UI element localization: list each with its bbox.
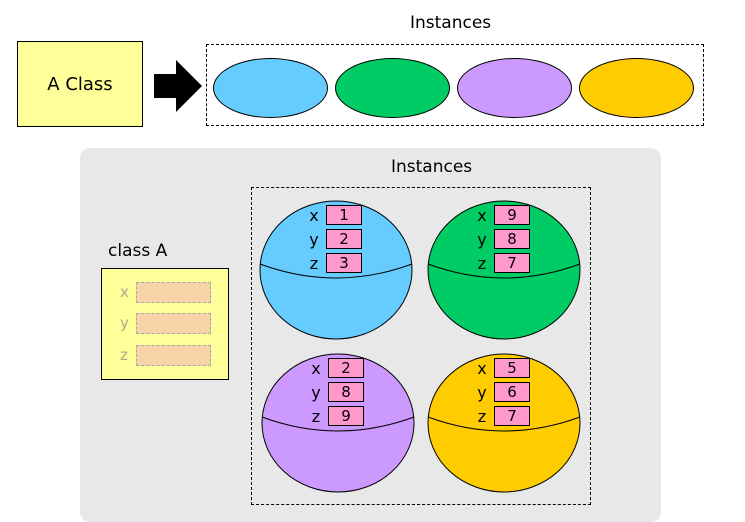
var-name: y [477, 382, 487, 402]
field-slot [136, 312, 211, 334]
a-class-label: A Class [47, 73, 113, 95]
top-instances-title: Instances [410, 13, 492, 33]
class-field-x: x [120, 281, 211, 303]
instance-oval-green [335, 58, 450, 118]
var-value: 8 [494, 229, 530, 249]
var-name: x [477, 358, 487, 378]
var-name: y [477, 229, 487, 249]
var-name: x [311, 358, 321, 378]
bottom-instances-box [251, 187, 591, 505]
class-a-box: x y z [101, 268, 229, 380]
field-slot [136, 281, 211, 303]
var-value: 3 [326, 253, 362, 273]
a-class-box: A Class [17, 41, 143, 127]
top-instances-box [206, 44, 704, 126]
var-name: x [309, 205, 319, 225]
field-name: y [120, 314, 129, 332]
right-arrow-icon [154, 60, 202, 112]
var-value: 9 [328, 406, 364, 426]
instance-oval-purple [457, 58, 572, 118]
field-name: x [120, 283, 129, 301]
class-field-y: y [120, 312, 211, 334]
var-name: x [477, 205, 487, 225]
var-name: z [477, 406, 487, 426]
instance-oval-yellow [579, 58, 694, 118]
var-value: 5 [494, 358, 530, 378]
var-value: 7 [494, 406, 530, 426]
var-name: y [309, 229, 319, 249]
var-value: 7 [494, 253, 530, 273]
var-value: 9 [494, 205, 530, 225]
field-slot [136, 344, 211, 366]
bottom-instances-title: Instances [391, 157, 473, 177]
instance-oval-blue [213, 58, 328, 118]
var-name: y [311, 382, 321, 402]
class-field-z: z [120, 344, 211, 366]
var-name: z [311, 406, 321, 426]
var-value: 2 [326, 229, 362, 249]
var-name: z [477, 253, 487, 273]
var-name: z [309, 253, 319, 273]
field-name: z [120, 346, 128, 364]
var-value: 2 [328, 358, 364, 378]
var-value: 6 [494, 382, 530, 402]
class-a-title: class A [108, 241, 168, 261]
var-value: 8 [328, 382, 364, 402]
var-value: 1 [326, 205, 362, 225]
